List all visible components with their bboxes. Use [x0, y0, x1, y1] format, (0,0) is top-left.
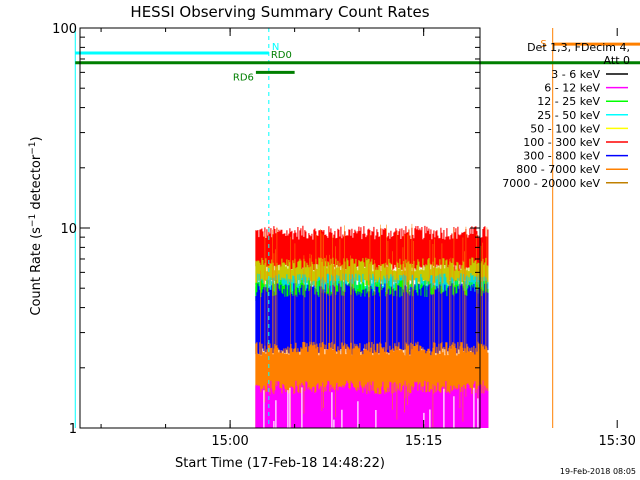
y-tick-label-1: 10 — [60, 222, 77, 237]
legend-label-7: 800 - 7000 keV — [516, 163, 600, 176]
legend-label-3: 25 - 50 keV — [537, 109, 600, 122]
data-layer — [255, 223, 489, 428]
x-tick-label-0: 15:00 — [211, 434, 248, 449]
y-tick-label-0: 1 — [69, 422, 77, 437]
chart-title: HESSI Observing Summary Count Rates — [130, 3, 429, 21]
legend-label-1: 6 - 12 keV — [544, 82, 600, 95]
x-axis-label: Start Time (17-Feb-18 14:48:22) — [175, 456, 385, 471]
observation-window-0 — [255, 223, 489, 428]
legend-label-2: 12 - 25 keV — [537, 95, 600, 108]
legend-label-4: 50 - 100 keV — [530, 122, 600, 135]
x-tick-label-2: 15:30 — [598, 434, 635, 449]
legend-label-5: 100 - 300 keV — [523, 136, 600, 149]
legend-header-line2: Att 0 — [604, 54, 630, 67]
y-tick-label-2: 100 — [52, 22, 77, 37]
legend-label-8: 7000 - 20000 keV — [502, 177, 600, 190]
x-tick-label-1: 15:15 — [405, 434, 442, 449]
flag-label-S: S — [540, 39, 546, 50]
band-spikes — [260, 223, 488, 428]
y-axis-label: Count Rate (s−1 detector−1) — [28, 136, 44, 315]
flag-label-N: N — [272, 42, 279, 53]
legend-header-line1: Det 1,3, FDecim 4, — [527, 41, 630, 54]
footer-timestamp: 19-Feb-2018 08:05 — [560, 467, 636, 476]
flag-label-RD6: RD6 — [233, 72, 254, 83]
legend-label-0: 3 - 6 keV — [551, 68, 600, 81]
legend-label-6: 300 - 800 keV — [523, 150, 600, 163]
flag-label-RD0: RD0 — [271, 50, 292, 61]
